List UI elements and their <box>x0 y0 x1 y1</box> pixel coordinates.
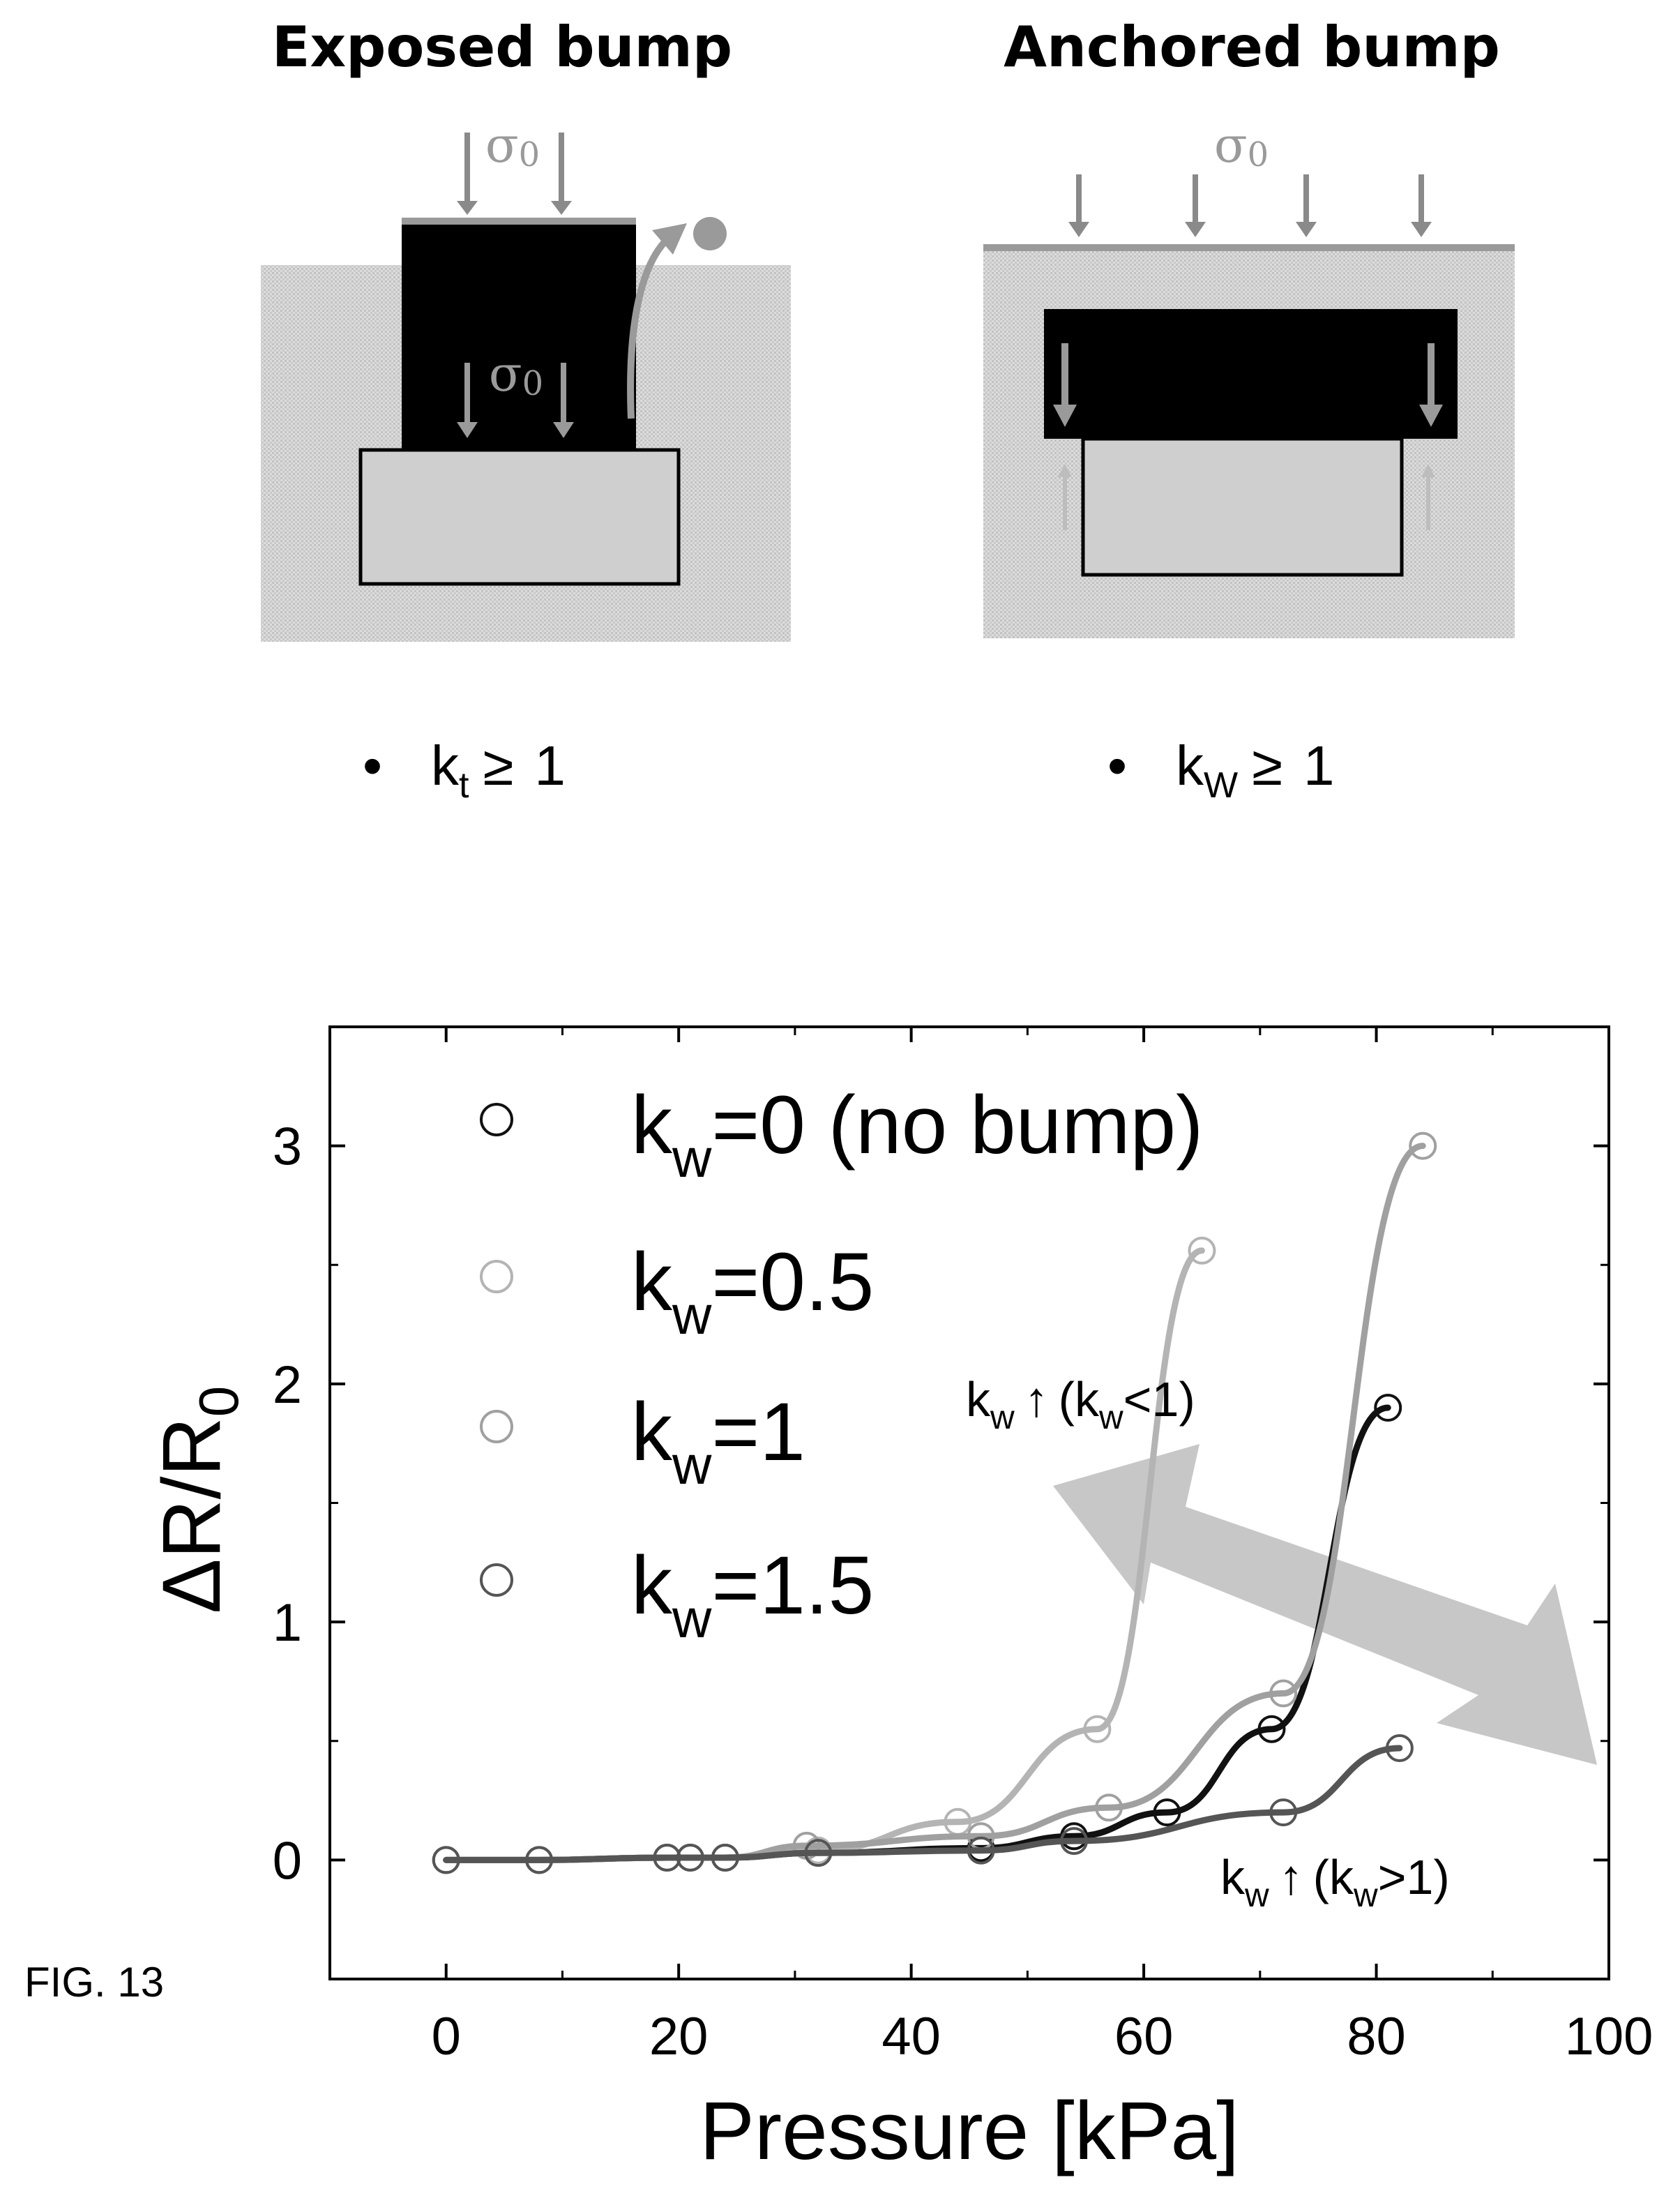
x-tick-label: 60 <box>1114 2007 1174 2066</box>
anchored-top-arrowhead-1 <box>1068 222 1089 237</box>
x-tick-label: 80 <box>1347 2007 1406 2066</box>
exposed-top-sigma: σ0 <box>485 116 540 174</box>
data-point <box>1083 1715 1112 1743</box>
data-point <box>1269 1679 1298 1708</box>
data-point <box>1095 1793 1123 1822</box>
x-tick-label: 20 <box>649 2007 709 2066</box>
legend-marker <box>480 1260 513 1293</box>
exposed-top-arrowhead-right <box>551 201 572 215</box>
exposed-bump-panel: Exposed bump σ0 σ0 • kt ≥1 <box>261 15 791 806</box>
data-point <box>1188 1236 1216 1265</box>
y-axis-label: ΔR/R0 <box>146 1386 250 1614</box>
data-point <box>1409 1131 1437 1160</box>
y-tick-label: 0 <box>273 1831 302 1890</box>
data-point <box>804 1839 833 1867</box>
data-point <box>525 1846 554 1874</box>
exposed-contact-pad <box>358 448 681 586</box>
x-tick-label: 0 <box>432 2007 461 2066</box>
x-tick-label: 40 <box>881 2007 941 2066</box>
exposed-escape-flow-arrow <box>627 234 672 419</box>
data-point <box>653 1843 681 1872</box>
exposed-bump-top-layer <box>402 218 636 225</box>
data-point <box>711 1843 739 1872</box>
anchored-bump-title: Anchored bump <box>1004 15 1500 80</box>
x-axis: 0 20 40 60 80 100 <box>328 1027 1653 2066</box>
y-tick-label: 2 <box>273 1355 302 1415</box>
data-point <box>1374 1394 1402 1422</box>
anchored-reaction-arrowhead-left <box>1058 464 1072 477</box>
exposed-inner-arrowhead-right <box>553 422 574 438</box>
data-point <box>432 1846 460 1874</box>
anchored-contact-pad <box>1081 437 1404 577</box>
x-tick-label: 100 <box>1565 2007 1653 2066</box>
y-tick-label: 1 <box>273 1593 302 1653</box>
exposed-escaping-droplet <box>693 217 727 250</box>
anchored-condition: • kW ≥1 <box>1107 735 1335 806</box>
data-point <box>967 1836 995 1865</box>
legend-marker <box>480 1410 513 1443</box>
figure-label: FIG. 13 <box>24 1959 164 2006</box>
legend-entry: kw=1.5 <box>631 1540 874 1649</box>
data-point <box>1257 1715 1286 1743</box>
data-point <box>1269 1798 1298 1827</box>
anchored-top-layer <box>983 244 1515 251</box>
exposed-bump-body <box>402 222 636 452</box>
anchored-top-sigma: σ0 <box>1214 116 1269 174</box>
series-group <box>432 1131 1437 1874</box>
data-point <box>1060 1827 1089 1856</box>
exposed-inner-arrowhead-left <box>457 422 478 438</box>
anchored-reaction-arrowhead-right <box>1421 464 1435 477</box>
exposed-inner-stress-arrows <box>464 363 566 426</box>
anchored-bump-body <box>1044 309 1458 439</box>
exposed-top-arrowhead-left <box>457 201 478 215</box>
anchored-reaction-arrows <box>1063 474 1430 530</box>
series-line <box>443 1404 1391 1863</box>
legend: kw=0 (no bump) kw=0.5 kw=1 kw=1.5 <box>480 1079 1203 1649</box>
exposed-condition: • kt ≥1 <box>363 735 566 806</box>
legend-entry: kw=0 (no bump) <box>631 1079 1203 1189</box>
annotation-kw-less-than-1: kw ↑ (kw<1) <box>966 1372 1195 1436</box>
x-axis-label: Pressure [kPa] <box>699 2085 1239 2177</box>
anchored-top-arrowhead-3 <box>1296 222 1317 237</box>
data-point <box>1153 1798 1181 1827</box>
exposed-bump-title: Exposed bump <box>272 15 732 80</box>
series-line <box>443 1143 1426 1863</box>
anchored-edge-arrowhead-right <box>1419 405 1443 427</box>
data-point <box>1385 1733 1414 1762</box>
anchored-edge-stress-arrows <box>1061 343 1435 408</box>
legend-entry: kw=1 <box>631 1386 805 1496</box>
y-axis: 0 1 2 3 <box>273 1025 1609 1980</box>
anchored-bump-panel: Anchored bump σ0 • kW ≥1 <box>983 15 1515 806</box>
y-tick-label: 3 <box>273 1118 302 1177</box>
anchored-edge-arrowhead-left <box>1053 405 1077 427</box>
legend-marker <box>480 1103 513 1136</box>
exposed-inner-sigma: σ0 <box>489 345 543 403</box>
data-point <box>676 1843 704 1872</box>
annotation-kw-greater-than-1: kw ↑ (kw>1) <box>1220 1850 1450 1914</box>
anchored-top-stress-arrows <box>1076 174 1424 225</box>
anchored-top-arrowhead-4 <box>1411 222 1432 237</box>
exposed-top-stress-arrows <box>464 133 564 204</box>
legend-entry: kw=0.5 <box>631 1236 874 1346</box>
anchored-top-arrowhead-2 <box>1185 222 1206 237</box>
legend-marker <box>480 1563 513 1597</box>
exposed-escape-arrowhead <box>652 223 687 255</box>
series-line <box>443 1745 1403 1863</box>
